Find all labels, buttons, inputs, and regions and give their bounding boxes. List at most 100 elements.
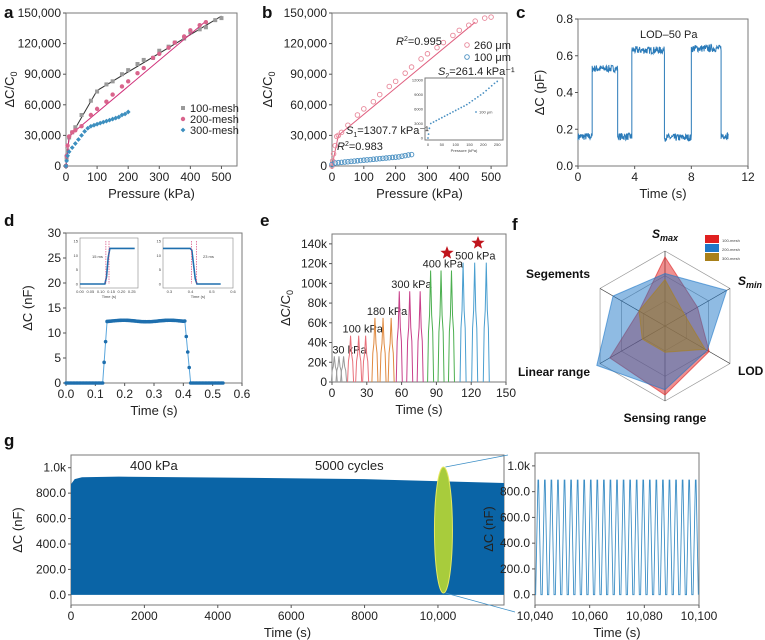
data-point [197, 27, 202, 32]
y-tick-label: 200.0 [36, 562, 66, 576]
data-point [82, 128, 88, 134]
pressure-label: 300 kPa [391, 279, 432, 291]
data-point [329, 163, 335, 169]
data-point [424, 51, 431, 57]
data-point [392, 154, 399, 160]
inset-x-tick: 0 [427, 142, 430, 147]
panel-label-b: b [262, 3, 272, 22]
inset-point [428, 127, 431, 130]
data-point [187, 365, 191, 370]
data-point [65, 153, 70, 159]
inset-x-label: Pressure (kPa) [451, 148, 478, 153]
x-tick-label: 0.0 [58, 387, 75, 401]
data-point [181, 34, 187, 39]
x-tick-label: 4000 [204, 609, 231, 623]
data-point [367, 156, 373, 163]
x-tick-label: 6000 [278, 609, 305, 623]
pulse-line [355, 335, 363, 383]
data-point [66, 149, 72, 155]
data-point [107, 117, 112, 123]
inset-x-tick: 0.00 [76, 289, 85, 294]
inset-x-tick: 150 [466, 142, 473, 147]
radar-chart: Smax Smin LOD Sensing range Linear range Sege… [518, 227, 764, 425]
lod-annotation: LOD–50 Pa [640, 29, 698, 41]
inset-point [468, 101, 471, 104]
y-tick-label: 25 [48, 251, 62, 265]
pulse-line [437, 270, 445, 383]
inset-y-tick: 12000 [412, 78, 424, 83]
data-point [405, 152, 412, 158]
y-tick-label: 20k [308, 355, 328, 369]
inset-point [452, 111, 454, 113]
data-point [402, 70, 408, 76]
data-point [88, 98, 93, 103]
y-tick-label: 0 [54, 159, 61, 173]
x-tick-label: 0.5 [204, 387, 221, 401]
y-tick-label: 400.0 [36, 537, 66, 551]
y-axis-label: ΔC (nF) [10, 507, 25, 553]
y-tick-label: 0.4 [556, 86, 573, 100]
x-tick-label: 0 [575, 170, 582, 184]
star-icon [471, 236, 485, 249]
y-tick-label: 0.6 [556, 49, 573, 63]
legend-label: 100 μm [474, 52, 511, 64]
pulse-line [371, 317, 379, 383]
x-tick-label: 150 [496, 386, 516, 400]
inset-x-tick: 0.15 [107, 289, 116, 294]
y-tick-label: 0.0 [556, 159, 573, 173]
panel-label-d: d [4, 211, 14, 230]
x-tick-label: 2000 [131, 609, 158, 623]
y-tick-label: 30,000 [290, 128, 327, 142]
data-point [95, 89, 100, 94]
data-point [434, 44, 440, 51]
x-tick-label: 0 [63, 170, 70, 184]
data-point [184, 334, 189, 339]
inset-y-tick: 9000 [414, 92, 424, 97]
zoom-connector-top [445, 454, 509, 468]
panel-label-f: f [512, 215, 518, 234]
x-tick-label: 0 [329, 386, 336, 400]
inset-x-tick: 0.05 [86, 289, 95, 294]
data-point [203, 25, 208, 30]
data-point [456, 27, 463, 34]
data-point [399, 153, 405, 159]
data-point [335, 132, 342, 139]
inset-x-tick: 0.5 [209, 289, 215, 294]
s2-annotation: S2=261.4 kPa⁻¹ [438, 66, 515, 80]
y-tick-label: 0.2 [556, 122, 573, 136]
inset-x-tick: 0.10 [97, 289, 106, 294]
data-point [354, 158, 361, 164]
radar-series-area [638, 278, 707, 353]
inset-point [479, 94, 482, 96]
inset-point [488, 87, 490, 90]
x-tick-label: 4 [631, 170, 638, 184]
inset-x-tick: 200 [480, 142, 487, 147]
inset-x-tick: 0.20 [118, 289, 127, 294]
x-tick-label: 120 [461, 386, 481, 400]
fit-line [65, 15, 222, 167]
x-axis-label: Pressure (kPa) [376, 186, 463, 201]
data-point [103, 339, 108, 344]
y-tick-label: 90,000 [290, 67, 327, 81]
pulse-line [471, 262, 479, 383]
inset-point [443, 115, 446, 118]
y-tick-label: 0.0 [49, 588, 66, 602]
data-point [72, 141, 78, 146]
x-tick-label: 400 [449, 170, 469, 184]
radar-axis-label: Segements [526, 267, 590, 281]
legend-swatch [705, 244, 719, 252]
inset-point [435, 119, 438, 122]
data-point [408, 151, 415, 158]
inset-x-tick: 0.6 [230, 289, 236, 294]
data-point [88, 112, 94, 118]
y-tick-label: 60,000 [290, 98, 327, 112]
x-tick-label: 10,000 [420, 609, 457, 623]
pulse-line [459, 262, 467, 383]
legend-marker [180, 116, 186, 122]
data-point [219, 16, 224, 21]
x-tick-label: 0.3 [146, 387, 163, 401]
pulse-line [427, 270, 435, 383]
y-tick-label: 120,000 [284, 37, 328, 51]
inset-point [449, 112, 452, 115]
plot-frame [577, 18, 749, 167]
